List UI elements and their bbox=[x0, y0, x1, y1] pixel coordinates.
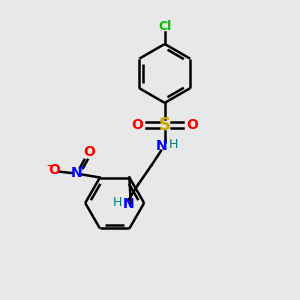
Text: O: O bbox=[187, 118, 198, 132]
Text: H: H bbox=[113, 196, 122, 208]
Text: +: + bbox=[77, 163, 85, 173]
Text: O: O bbox=[131, 118, 143, 132]
Text: -: - bbox=[46, 159, 51, 172]
Text: N: N bbox=[155, 139, 167, 153]
Text: S: S bbox=[159, 116, 171, 134]
Text: N: N bbox=[71, 166, 83, 180]
Text: Cl: Cl bbox=[158, 20, 171, 33]
Text: N: N bbox=[123, 196, 134, 211]
Text: O: O bbox=[48, 163, 60, 177]
Text: O: O bbox=[83, 146, 95, 160]
Text: H: H bbox=[168, 138, 178, 151]
